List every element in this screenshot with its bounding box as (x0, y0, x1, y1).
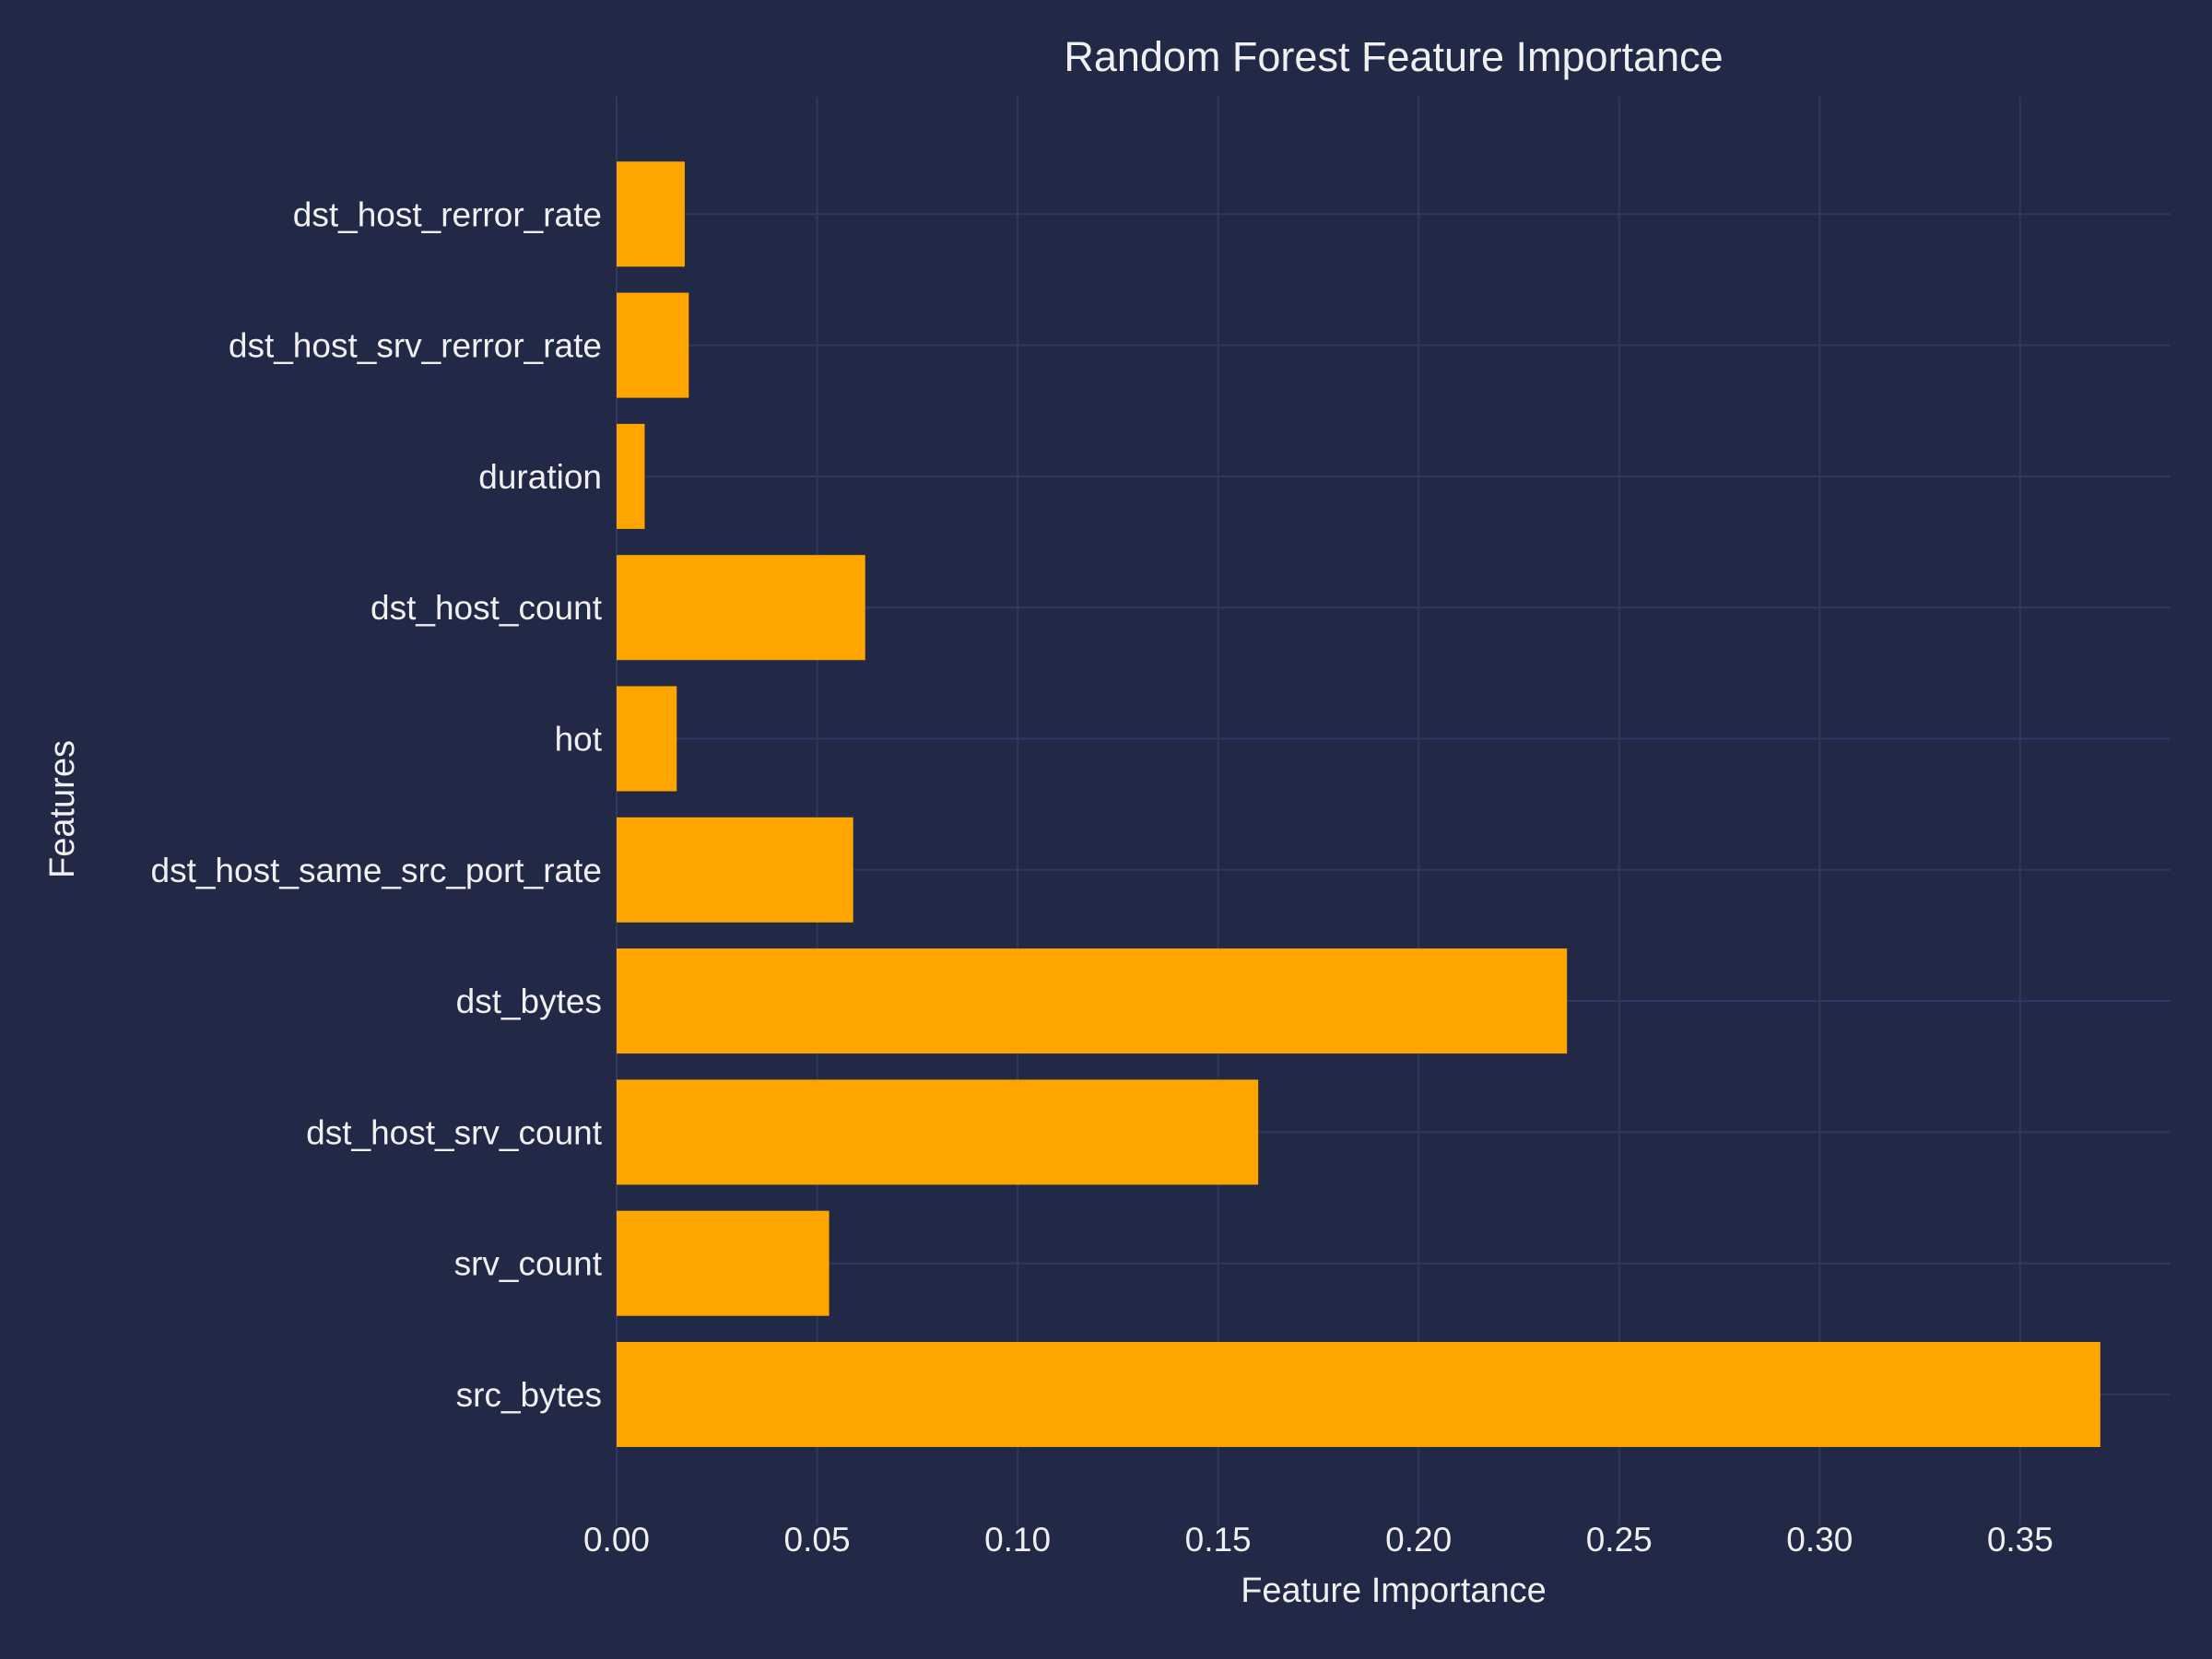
x-tick-label: 0.10 (984, 1521, 1051, 1559)
y-tick-labels: src_bytes srv_count dst_host_srv_count dst_… (151, 195, 603, 1414)
x-tick-label: 0.25 (1586, 1521, 1653, 1559)
x-tick-label: 0.05 (784, 1521, 851, 1559)
bar-duration (617, 423, 645, 529)
x-tick-label: 0.30 (1786, 1521, 1853, 1559)
y-tick-label: src_bytes (456, 1376, 602, 1414)
y-axis-label: Features (43, 740, 82, 878)
chart-title: Random Forest Feature Importance (1064, 33, 1723, 80)
bar-src_bytes (617, 1342, 2100, 1447)
y-tick-label: dst_bytes (456, 982, 602, 1020)
bar-dst_host_rerror_rate (617, 161, 685, 267)
y-tick-label: dst_host_count (371, 589, 603, 627)
x-tick-label: 0.15 (1185, 1521, 1252, 1559)
y-tick-label: duration (478, 458, 602, 496)
bar-hot (617, 686, 677, 792)
x-axis-label: Feature Importance (1241, 1571, 1547, 1610)
x-tick-label: 0.35 (1987, 1521, 2053, 1559)
y-tick-label: dst_host_rerror_rate (293, 195, 602, 233)
y-tick-label: dst_host_srv_count (306, 1113, 603, 1151)
y-tick-label: dst_host_same_src_port_rate (151, 852, 603, 889)
x-tick-labels: 0.00 0.05 0.10 0.15 0.20 0.25 0.30 0.35 (583, 1521, 2053, 1559)
x-tick-label: 0.20 (1385, 1521, 1452, 1559)
bar-dst_bytes (617, 948, 1568, 1054)
bar-dst_host_same_src_port_rate (617, 817, 853, 923)
bar-srv_count (617, 1210, 830, 1316)
bar-dst_host_count (617, 555, 865, 661)
bar-dst_host_srv_rerror_rate (617, 292, 689, 398)
bar-dst_host_srv_count (617, 1079, 1259, 1185)
y-tick-label: dst_host_srv_rerror_rate (229, 327, 602, 365)
x-tick-label: 0.00 (583, 1521, 650, 1559)
bars (617, 161, 2100, 1447)
y-tick-label: hot (555, 721, 603, 759)
y-tick-label: srv_count (454, 1245, 603, 1283)
